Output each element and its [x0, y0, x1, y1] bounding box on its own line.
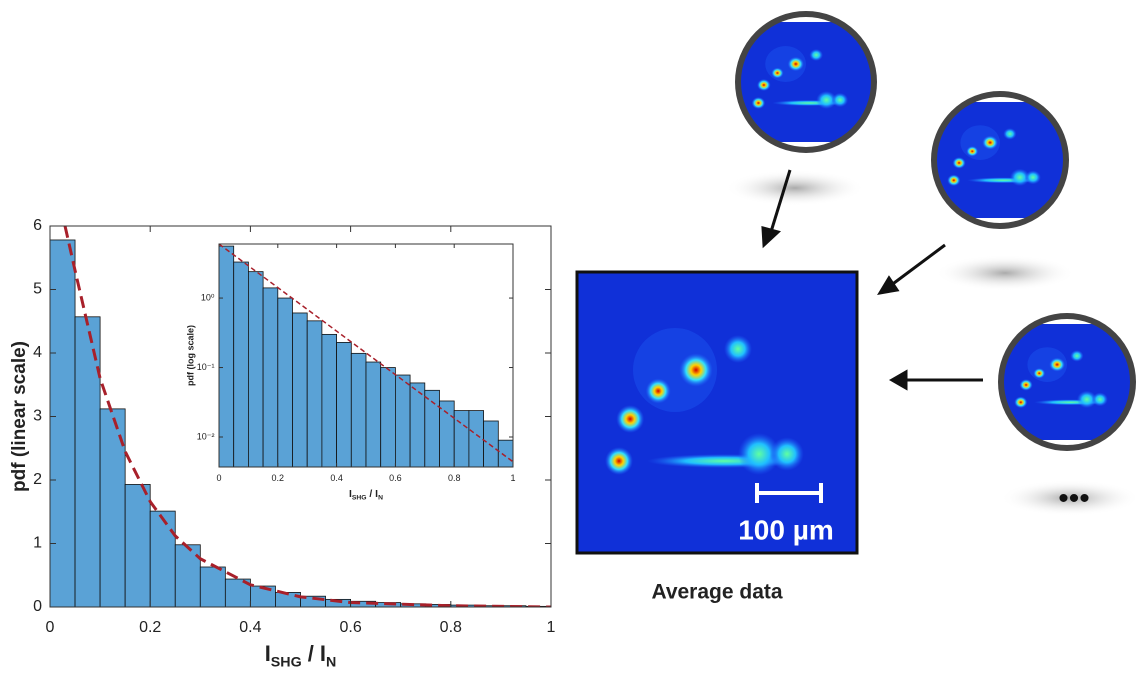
x-label-text: / I [367, 489, 379, 500]
y-tick-label: 2 [33, 471, 42, 488]
x-axis-label: ISHG / IN [349, 489, 383, 502]
y-tick-label: 6 [33, 217, 42, 234]
x-label-text: I [265, 641, 271, 666]
x-label-subscript: SHG [271, 654, 302, 670]
bar [453, 410, 470, 467]
y-tick-label: 5 [33, 281, 42, 298]
x-tick-label: 1 [510, 473, 515, 483]
y-axis-label: pdf (log scale) [185, 325, 195, 386]
bar [439, 400, 455, 467]
arrows [761, 169, 983, 391]
shadow [935, 255, 1075, 291]
caption: Average data [651, 581, 782, 604]
bar [350, 352, 367, 467]
bar [199, 566, 226, 607]
bar [409, 382, 426, 467]
fit-line [63, 226, 551, 607]
bar [321, 333, 337, 467]
x-tick-label: 0 [216, 473, 221, 483]
x-label-subscript: N [378, 494, 383, 501]
bar [149, 510, 176, 607]
bar [247, 271, 264, 467]
x-tick-label: 1 [547, 619, 556, 636]
x-label-subscript: N [326, 654, 336, 670]
x-tick-label: 0.2 [272, 473, 285, 483]
x-label-subscript: SHG [352, 494, 367, 501]
bar [50, 239, 76, 607]
fit-line [219, 244, 513, 463]
x-label-text: / I [302, 641, 326, 666]
shadow [725, 170, 865, 206]
scale-bar-label: 100 µm [738, 514, 834, 545]
bar [394, 374, 411, 467]
y-tick-label: 0 [33, 598, 42, 615]
y-tick-label: 1 [33, 535, 42, 552]
heatmap-sample [1001, 324, 1133, 440]
heatmap-sample [738, 22, 874, 142]
average-frame [575, 270, 859, 555]
y-axis-label: pdf (linear scale) [9, 341, 30, 492]
sample-frame [998, 313, 1136, 451]
bar [483, 420, 499, 467]
x-tick-label: 0.4 [330, 473, 343, 483]
x-axis-label: ISHG / IN [265, 641, 337, 671]
bars [219, 244, 513, 467]
x-tick-label: 0.8 [448, 473, 461, 483]
bar [292, 312, 308, 467]
x-tick-label: 0 [46, 619, 55, 636]
axes-box [218, 243, 514, 468]
y-tick-label: 10⁻² [197, 431, 215, 441]
x-label-text: I [349, 489, 352, 500]
ellipsis: ••• [1058, 482, 1090, 515]
heatmap-sample [934, 102, 1066, 218]
x-tick-label: 0.6 [339, 619, 361, 636]
bars [50, 226, 551, 607]
bar [124, 484, 151, 607]
x-tick-label: 0.8 [440, 619, 462, 636]
x-tick-label: 0.2 [139, 619, 161, 636]
bar [468, 410, 484, 467]
bar [365, 361, 382, 467]
bar [336, 342, 352, 467]
bar [380, 367, 396, 467]
y-tick-label: 10⁻¹ [197, 362, 215, 372]
sample-frame [735, 11, 877, 153]
bar [219, 245, 235, 467]
shadow [1000, 480, 1139, 516]
sample-frame [931, 91, 1069, 229]
charts: 0 0.2 0.4 0.6 0.8 1 0 1 2 3 4 5 6 pdf (linear scale) I… [9, 217, 556, 670]
bar [262, 287, 279, 467]
y-tick-label: 10⁰ [201, 292, 215, 302]
y-tick-label: 3 [33, 408, 42, 425]
x-tick-label: 0.4 [239, 619, 261, 636]
bar [306, 320, 323, 467]
average-heatmap [577, 272, 857, 552]
y-tick-label: 4 [33, 344, 42, 361]
bar [233, 261, 249, 467]
x-tick-label: 0.6 [389, 473, 402, 483]
bar [277, 297, 293, 467]
bar [497, 439, 513, 467]
